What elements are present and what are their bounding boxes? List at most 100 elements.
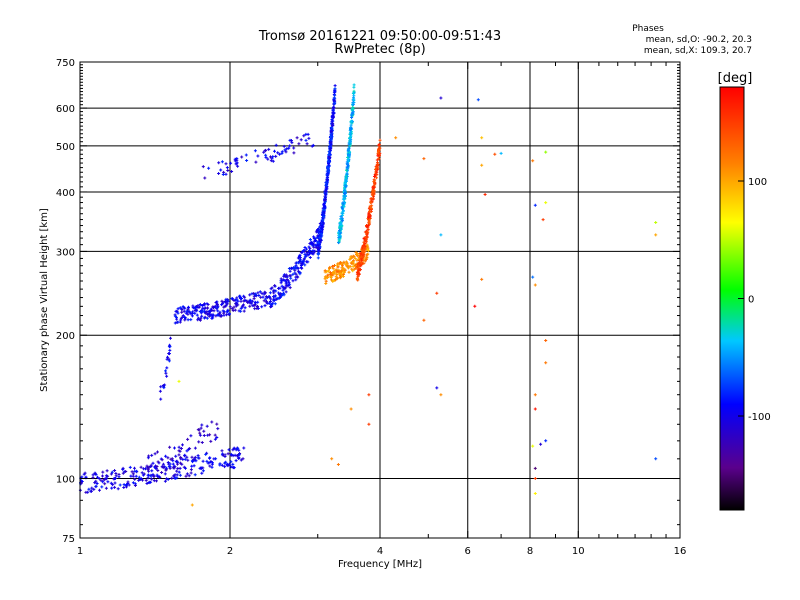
echo-point: [240, 297, 244, 300]
echo-point: [191, 460, 195, 464]
echo-point: [256, 305, 260, 309]
echo-point: [330, 114, 334, 118]
echo-point: [183, 453, 187, 457]
echo-point: [330, 123, 334, 127]
echo-point: [231, 448, 235, 452]
echo-point: [141, 473, 145, 477]
echo-point: [244, 153, 248, 157]
echo-point: [365, 232, 369, 236]
echo-point: [312, 235, 316, 239]
echo-point: [333, 264, 336, 267]
echo-point: [333, 87, 337, 91]
echo-point: [90, 489, 93, 493]
echo-point: [165, 366, 169, 370]
echo-point: [235, 161, 239, 165]
echo-point: [287, 146, 291, 150]
echo-point: [367, 393, 371, 397]
echo-point: [308, 238, 312, 241]
echo-point: [367, 213, 371, 217]
echo-point: [330, 135, 334, 139]
echo-point: [533, 466, 537, 470]
y-tick-label: 750: [56, 58, 75, 69]
echo-point: [349, 255, 353, 259]
chart-subtitle: RwPretec (8p): [334, 42, 425, 57]
echo-point: [339, 269, 343, 273]
echo-point: [533, 477, 537, 480]
echo-point: [294, 272, 298, 276]
echo-point: [544, 339, 548, 342]
echo-point: [342, 260, 346, 264]
echo-point: [227, 463, 231, 467]
echo-point: [222, 313, 226, 317]
echo-point: [176, 320, 180, 324]
echo-point: [327, 150, 331, 153]
echo-point: [377, 143, 381, 147]
echo-point: [176, 311, 180, 315]
echo-point: [250, 299, 254, 303]
echo-point: [217, 161, 221, 165]
echo-point: [221, 302, 225, 306]
echo-point: [544, 201, 548, 205]
echo-point: [269, 159, 273, 163]
echo-point: [168, 445, 172, 449]
echo-point: [167, 359, 171, 363]
data-points: [78, 83, 658, 507]
echo-point: [232, 305, 236, 309]
echo-point: [220, 299, 224, 303]
echo-point: [166, 456, 170, 460]
echo-point: [284, 273, 288, 277]
echo-point: [268, 291, 272, 295]
echo-point: [337, 230, 341, 234]
echo-point: [288, 269, 292, 273]
echo-point: [476, 98, 480, 102]
echo-point: [196, 456, 200, 460]
echo-point: [344, 177, 348, 181]
echo-point: [165, 374, 169, 378]
echo-point: [331, 266, 335, 270]
echo-point: [371, 185, 375, 189]
echo-point: [187, 474, 191, 478]
echo-point: [544, 439, 548, 443]
echo-point: [230, 170, 234, 173]
echo-point: [125, 483, 129, 487]
echo-point: [248, 304, 252, 308]
colorbar-label: [deg]: [718, 71, 753, 86]
echo-point: [139, 465, 143, 469]
echo-point: [347, 154, 351, 158]
echo-point: [175, 317, 179, 321]
echo-point: [262, 299, 266, 303]
echo-point: [247, 300, 251, 304]
echo-point: [167, 462, 171, 466]
echo-point: [280, 151, 284, 155]
echo-point: [289, 276, 293, 280]
x-tick-label: 16: [674, 546, 687, 557]
echo-point: [328, 266, 332, 270]
echo-point: [293, 268, 297, 272]
echo-point: [264, 153, 268, 157]
echo-point: [332, 111, 336, 115]
echo-point: [101, 470, 105, 474]
echo-point: [231, 297, 235, 301]
echo-point: [359, 255, 363, 259]
echo-point: [109, 481, 113, 485]
echo-point: [212, 457, 216, 461]
echo-point: [256, 154, 260, 158]
echo-point: [296, 275, 300, 279]
echo-point: [157, 461, 161, 465]
echo-point: [283, 148, 287, 152]
echo-point: [299, 138, 303, 142]
echo-point: [368, 215, 372, 219]
echo-point: [234, 304, 238, 308]
echo-point: [213, 437, 217, 441]
echo-point: [273, 284, 277, 288]
echo-point: [174, 309, 178, 313]
echo-point: [164, 468, 168, 472]
x-axis-label: Frequency [MHz]: [338, 559, 422, 570]
echo-point: [217, 172, 221, 175]
echo-point: [237, 448, 241, 452]
echo-point: [314, 236, 318, 240]
echo-point: [128, 465, 132, 469]
echo-point: [362, 237, 366, 241]
echo-point: [110, 470, 114, 474]
echo-point: [329, 130, 333, 134]
